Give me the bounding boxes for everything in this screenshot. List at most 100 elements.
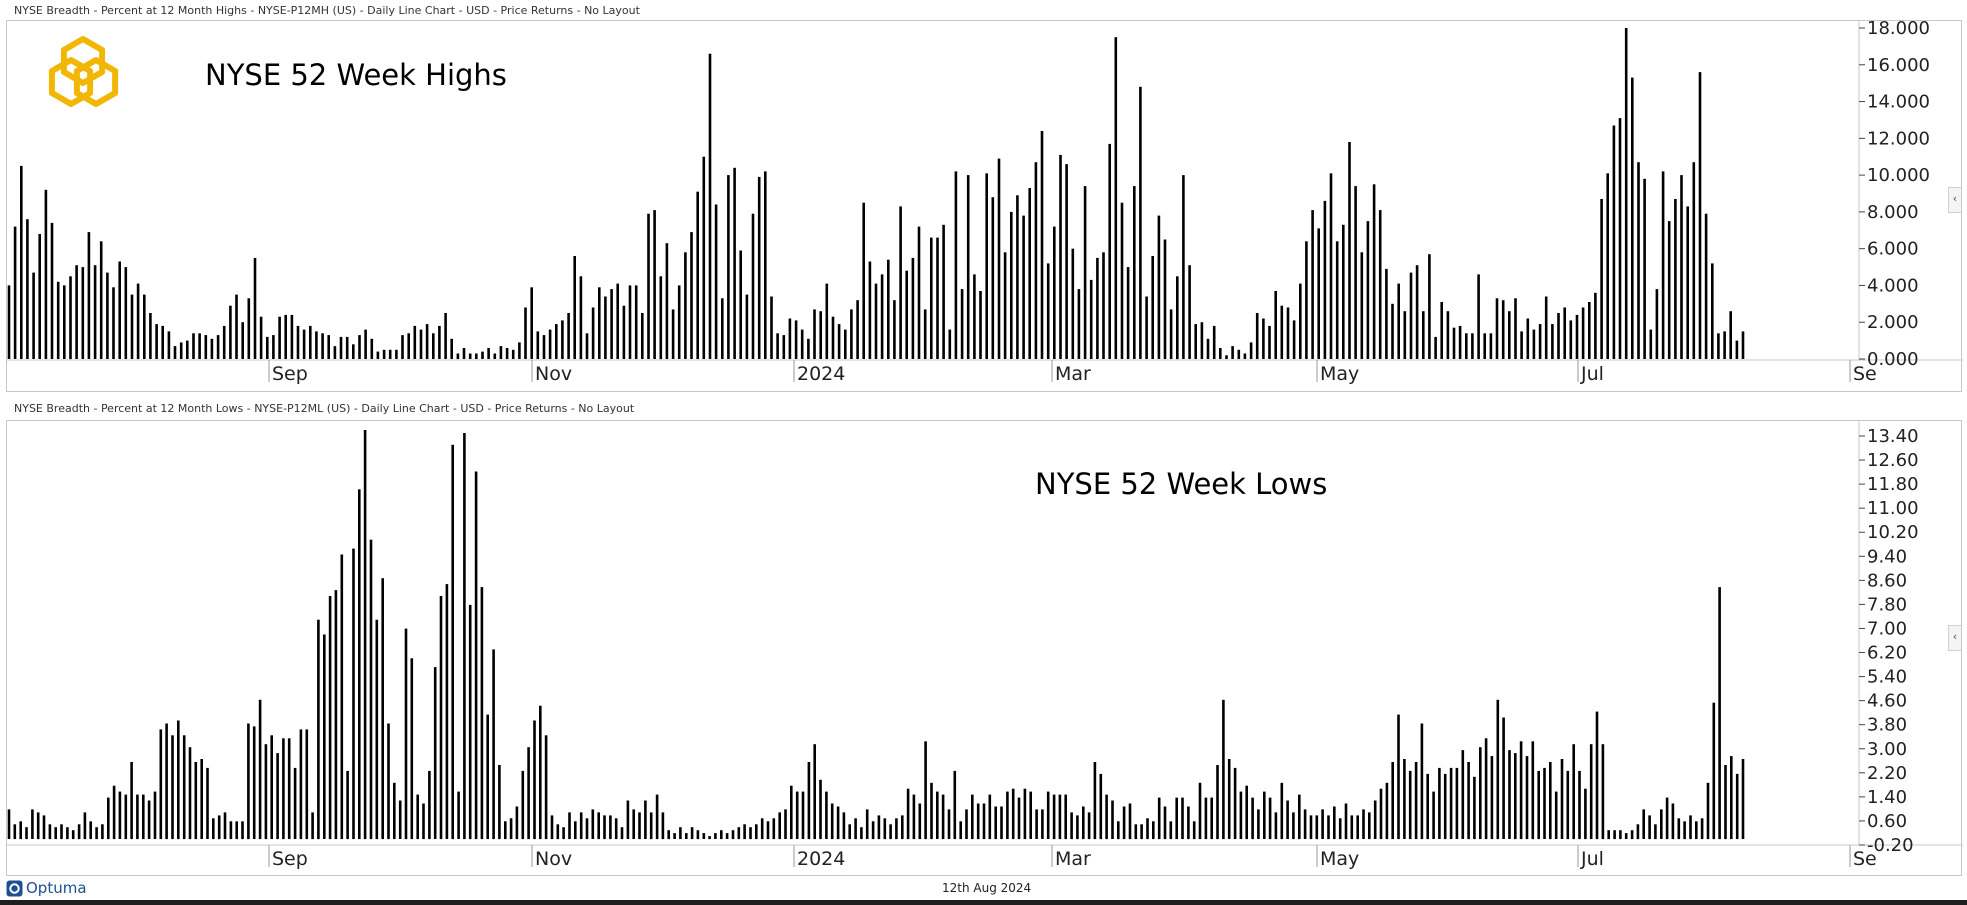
bar <box>1686 206 1689 359</box>
footer-date: 12th Aug 2024 <box>942 881 1032 895</box>
bar <box>997 158 1001 359</box>
bar <box>1654 824 1657 840</box>
bar <box>124 267 128 359</box>
bar <box>745 294 749 359</box>
bar <box>556 824 560 840</box>
bar <box>1076 815 1079 840</box>
bar <box>428 770 431 840</box>
bar <box>1680 175 1683 359</box>
bar <box>364 329 367 359</box>
chevron-left-icon[interactable]: ‹ <box>1948 187 1961 213</box>
bar <box>311 812 314 840</box>
bar <box>1415 265 1419 359</box>
bar <box>610 289 613 359</box>
brand[interactable]: Optuma <box>6 879 87 897</box>
bar <box>1544 296 1548 359</box>
bar <box>7 809 11 839</box>
bar <box>1501 300 1505 359</box>
bar <box>923 309 927 359</box>
bar <box>1636 824 1640 840</box>
bar <box>229 821 233 840</box>
bar <box>229 305 232 359</box>
y-tick-label: 12.000 <box>1867 128 1930 149</box>
bar <box>317 619 320 840</box>
bar <box>1225 355 1228 359</box>
bar <box>550 815 554 840</box>
bar <box>107 797 110 840</box>
bar <box>813 309 816 359</box>
bar <box>1443 773 1447 840</box>
bar <box>1034 162 1038 359</box>
bar <box>165 723 168 840</box>
bar <box>1093 762 1097 840</box>
bar <box>930 237 933 359</box>
bar <box>153 791 157 839</box>
bar <box>1082 806 1085 840</box>
y-tick-label: 2.000 <box>1867 312 1919 333</box>
bar <box>561 320 564 359</box>
bar <box>1665 797 1669 840</box>
bar <box>1661 171 1665 359</box>
bar <box>284 314 287 359</box>
bar <box>1594 292 1597 359</box>
bar <box>544 735 548 840</box>
bar <box>1157 797 1161 840</box>
bar <box>626 800 630 839</box>
chart-header-lows: NYSE Breadth - Percent at 12 Month Lows … <box>14 402 635 415</box>
bar <box>509 818 513 840</box>
bar <box>776 333 779 359</box>
highs-chart-panel: 18.000 16.000 14.000 12.000 10.000 8.000 6.000… <box>6 20 1963 392</box>
bar <box>334 590 338 840</box>
bar <box>345 336 349 359</box>
bar <box>966 175 970 359</box>
bar <box>685 833 688 839</box>
bar <box>1212 325 1216 359</box>
bar <box>235 821 238 840</box>
bar <box>1578 770 1581 840</box>
bar <box>182 735 186 840</box>
bar <box>425 324 429 359</box>
bar <box>1717 333 1720 359</box>
bar <box>1455 767 1459 839</box>
bar <box>609 815 612 840</box>
bar <box>1729 311 1732 359</box>
bar <box>173 346 177 359</box>
x-tick-label: Se <box>1853 363 1877 385</box>
bar <box>217 815 221 840</box>
y-tick-label: 0.60 <box>1867 811 1907 832</box>
bar <box>788 318 792 359</box>
bar <box>912 794 916 840</box>
bar <box>60 824 63 840</box>
bar <box>1017 797 1021 840</box>
bar <box>1303 809 1307 839</box>
bar <box>1624 28 1628 359</box>
bar <box>1187 806 1190 840</box>
bar <box>533 720 536 840</box>
bar <box>766 821 770 840</box>
bar <box>142 794 145 840</box>
bar <box>749 827 752 840</box>
bar <box>751 213 755 359</box>
bar <box>1342 224 1345 359</box>
y-tick-label: 3.80 <box>1867 715 1907 736</box>
bar <box>462 348 466 359</box>
bar <box>1514 298 1517 359</box>
bar <box>1255 313 1259 359</box>
bar <box>395 349 398 359</box>
y-tick-label: 4.000 <box>1867 275 1919 296</box>
bar <box>1239 791 1243 839</box>
bar <box>66 827 69 840</box>
bar <box>1619 830 1622 840</box>
bar <box>638 812 641 840</box>
y-tick-label: 6.000 <box>1867 239 1919 260</box>
bar <box>1741 759 1745 839</box>
bar <box>1029 791 1032 839</box>
y-tick-label: 4.60 <box>1867 691 1907 712</box>
chevron-left-icon[interactable]: ‹ <box>1948 625 1961 651</box>
bar <box>628 285 632 359</box>
bar <box>1175 797 1178 840</box>
bar <box>784 809 787 839</box>
bar <box>504 821 507 840</box>
x-tick-label: Jul <box>1580 363 1604 385</box>
bar <box>731 830 735 840</box>
